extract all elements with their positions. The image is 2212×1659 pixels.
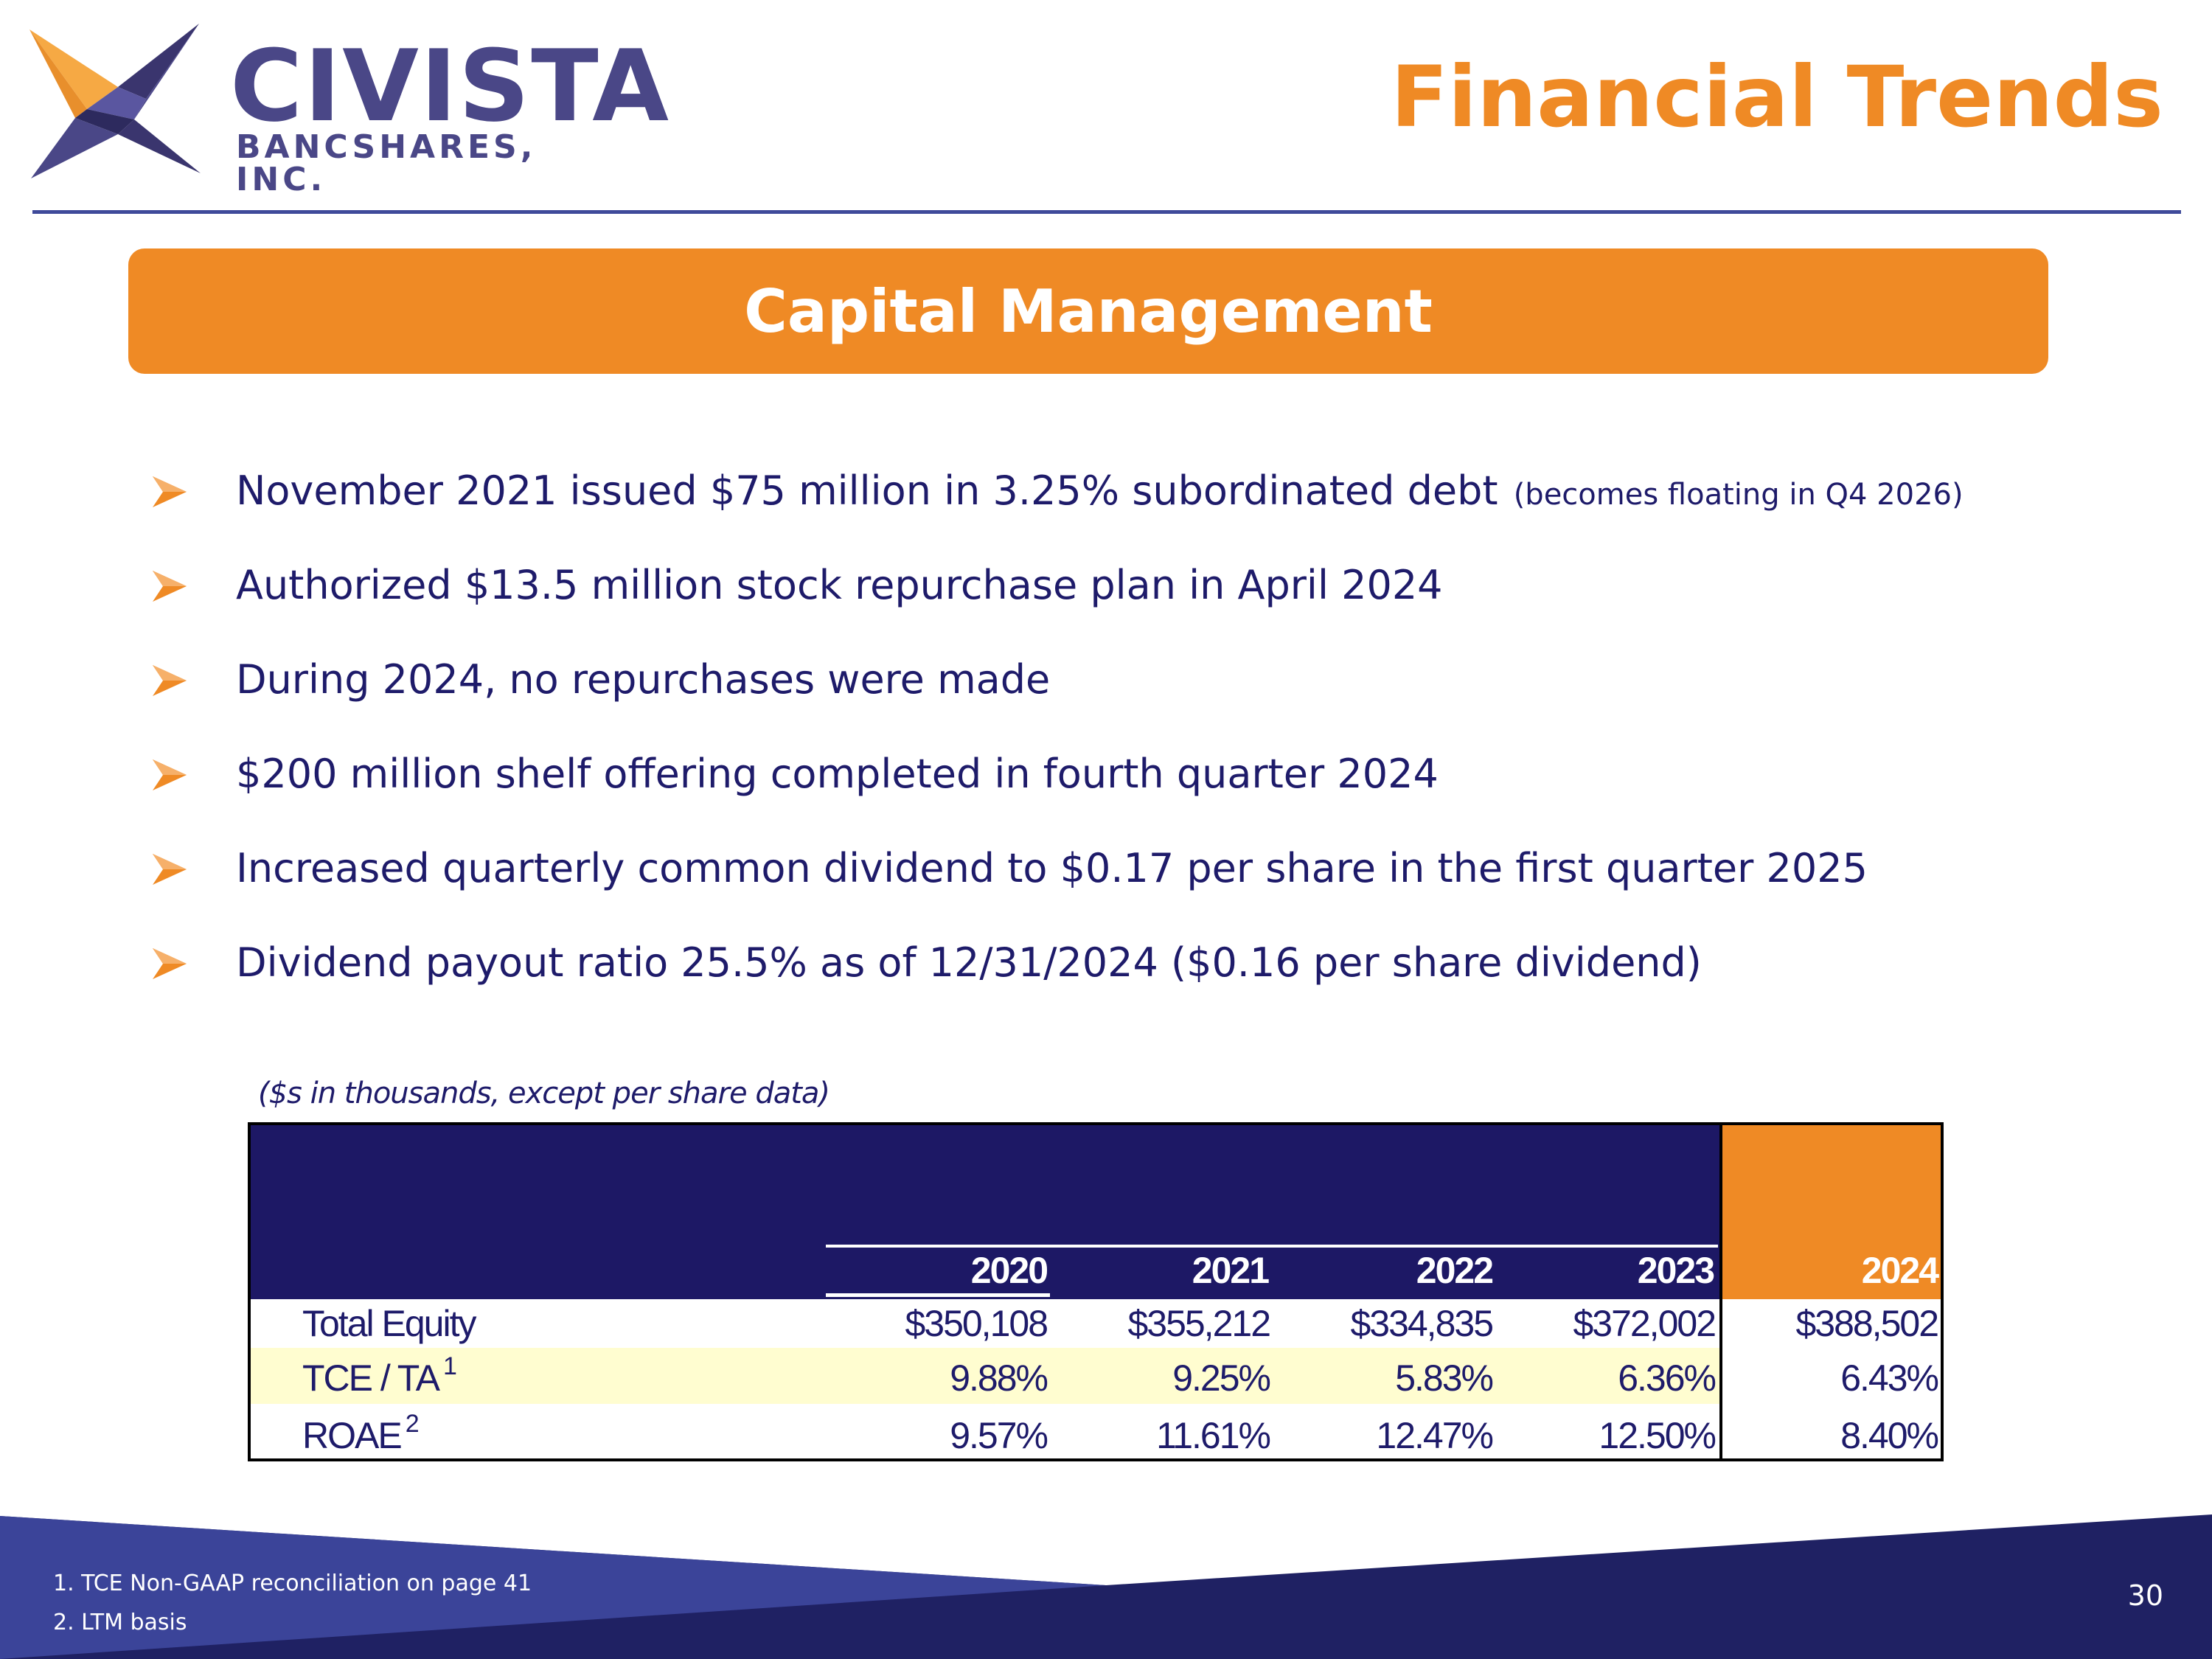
year-header: 2024: [1861, 1250, 1939, 1291]
table-note: ($s in thousands, except per share data): [258, 1077, 830, 1110]
arrow-bullet-icon: [153, 571, 187, 602]
table-cell: $388,502: [1795, 1303, 1939, 1344]
table-cell: 8.40%: [1840, 1415, 1939, 1456]
bullet-text: During 2024, no repurchases were made: [236, 656, 1051, 703]
list-item: November 2021 issued $75 million in 3.25…: [151, 465, 2179, 559]
footnote-marker: 2: [405, 1410, 420, 1438]
list-item: Dividend payout ratio 25.5% as of 12/31/…: [151, 936, 2179, 1031]
year-header: 2023: [1637, 1250, 1715, 1291]
bullet-text: Dividend payout ratio 25.5% as of 12/31/…: [236, 939, 1702, 986]
table-cell: 11.61%: [1156, 1415, 1271, 1456]
table-header: [251, 1125, 1721, 1299]
table-cell: 9.57%: [950, 1415, 1048, 1456]
table-cell: $334,835: [1350, 1303, 1494, 1344]
header-rule: [826, 1293, 1050, 1297]
year-header: 2020: [970, 1250, 1048, 1291]
logo-wordmark: CIVISTA: [230, 29, 670, 144]
section-banner: Capital Management: [128, 248, 2048, 374]
table-row-highlight: [251, 1348, 1719, 1404]
table-header-highlight: [1721, 1125, 1941, 1299]
footnote: 1. TCE Non-GAAP reconciliation on page 4…: [53, 1571, 532, 1596]
year-header: 2021: [1192, 1250, 1270, 1291]
column-divider: [1719, 1125, 1722, 1458]
arrow-bullet-icon: [153, 759, 187, 790]
header-divider: [32, 210, 2181, 214]
list-item: During 2024, no repurchases were made: [151, 653, 2179, 748]
year-header: 2022: [1416, 1250, 1494, 1291]
arrow-bullet-icon: [153, 665, 187, 696]
list-item: Authorized $13.5 million stock repurchas…: [151, 559, 2179, 653]
arrow-bullet-icon: [153, 854, 187, 885]
row-label: TCE / TA 1: [302, 1352, 457, 1399]
table-cell: 5.83%: [1395, 1357, 1494, 1399]
page-title: Financial Trends: [1391, 48, 2163, 146]
section-title: Capital Management: [744, 276, 1433, 346]
table-cell: 6.36%: [1618, 1357, 1717, 1399]
bullet-note: (becomes floating in Q4 2026): [1513, 478, 1964, 512]
arrow-bullet-icon: [153, 948, 187, 979]
star-logo-icon: [29, 24, 201, 178]
footer-band: [0, 1504, 2212, 1659]
page-number: 30: [2127, 1579, 2163, 1612]
table-cell: $355,212: [1127, 1303, 1271, 1344]
capital-table: 2020 2021 2022 2023 2024 Total Equity TC…: [248, 1122, 1944, 1461]
bullet-text: Increased quarterly common dividend to $…: [236, 845, 1868, 891]
list-item: $200 million shelf offering completed in…: [151, 748, 2179, 842]
table-cell: 6.43%: [1840, 1357, 1939, 1399]
table-cell: $350,108: [905, 1303, 1048, 1344]
list-item: Increased quarterly common dividend to $…: [151, 842, 2179, 936]
arrow-bullet-icon: [153, 476, 187, 507]
header-rule: [826, 1245, 1718, 1248]
table-cell: 9.88%: [950, 1357, 1048, 1399]
bullet-text: $200 million shelf offering completed in…: [236, 751, 1439, 797]
footnote: 2. LTM basis: [53, 1610, 187, 1635]
footnote-marker: 1: [442, 1352, 457, 1380]
row-label: Total Equity: [302, 1303, 476, 1344]
bullet-text: Authorized $13.5 million stock repurchas…: [236, 562, 1443, 608]
logo-subtitle: BANCSHARES, INC.: [236, 128, 537, 198]
table-cell: $372,002: [1573, 1303, 1717, 1344]
footer-shape: [0, 1514, 2212, 1659]
bullet-list: November 2021 issued $75 million in 3.25…: [151, 465, 2179, 1031]
row-label: ROAE 2: [302, 1410, 420, 1456]
table-cell: 12.47%: [1376, 1415, 1494, 1456]
bullet-text: November 2021 issued $75 million in 3.25…: [236, 467, 1964, 514]
table-cell: 12.50%: [1599, 1415, 1717, 1456]
table-cell: 9.25%: [1172, 1357, 1271, 1399]
company-logo: CIVISTA BANCSHARES, INC.: [29, 22, 669, 196]
